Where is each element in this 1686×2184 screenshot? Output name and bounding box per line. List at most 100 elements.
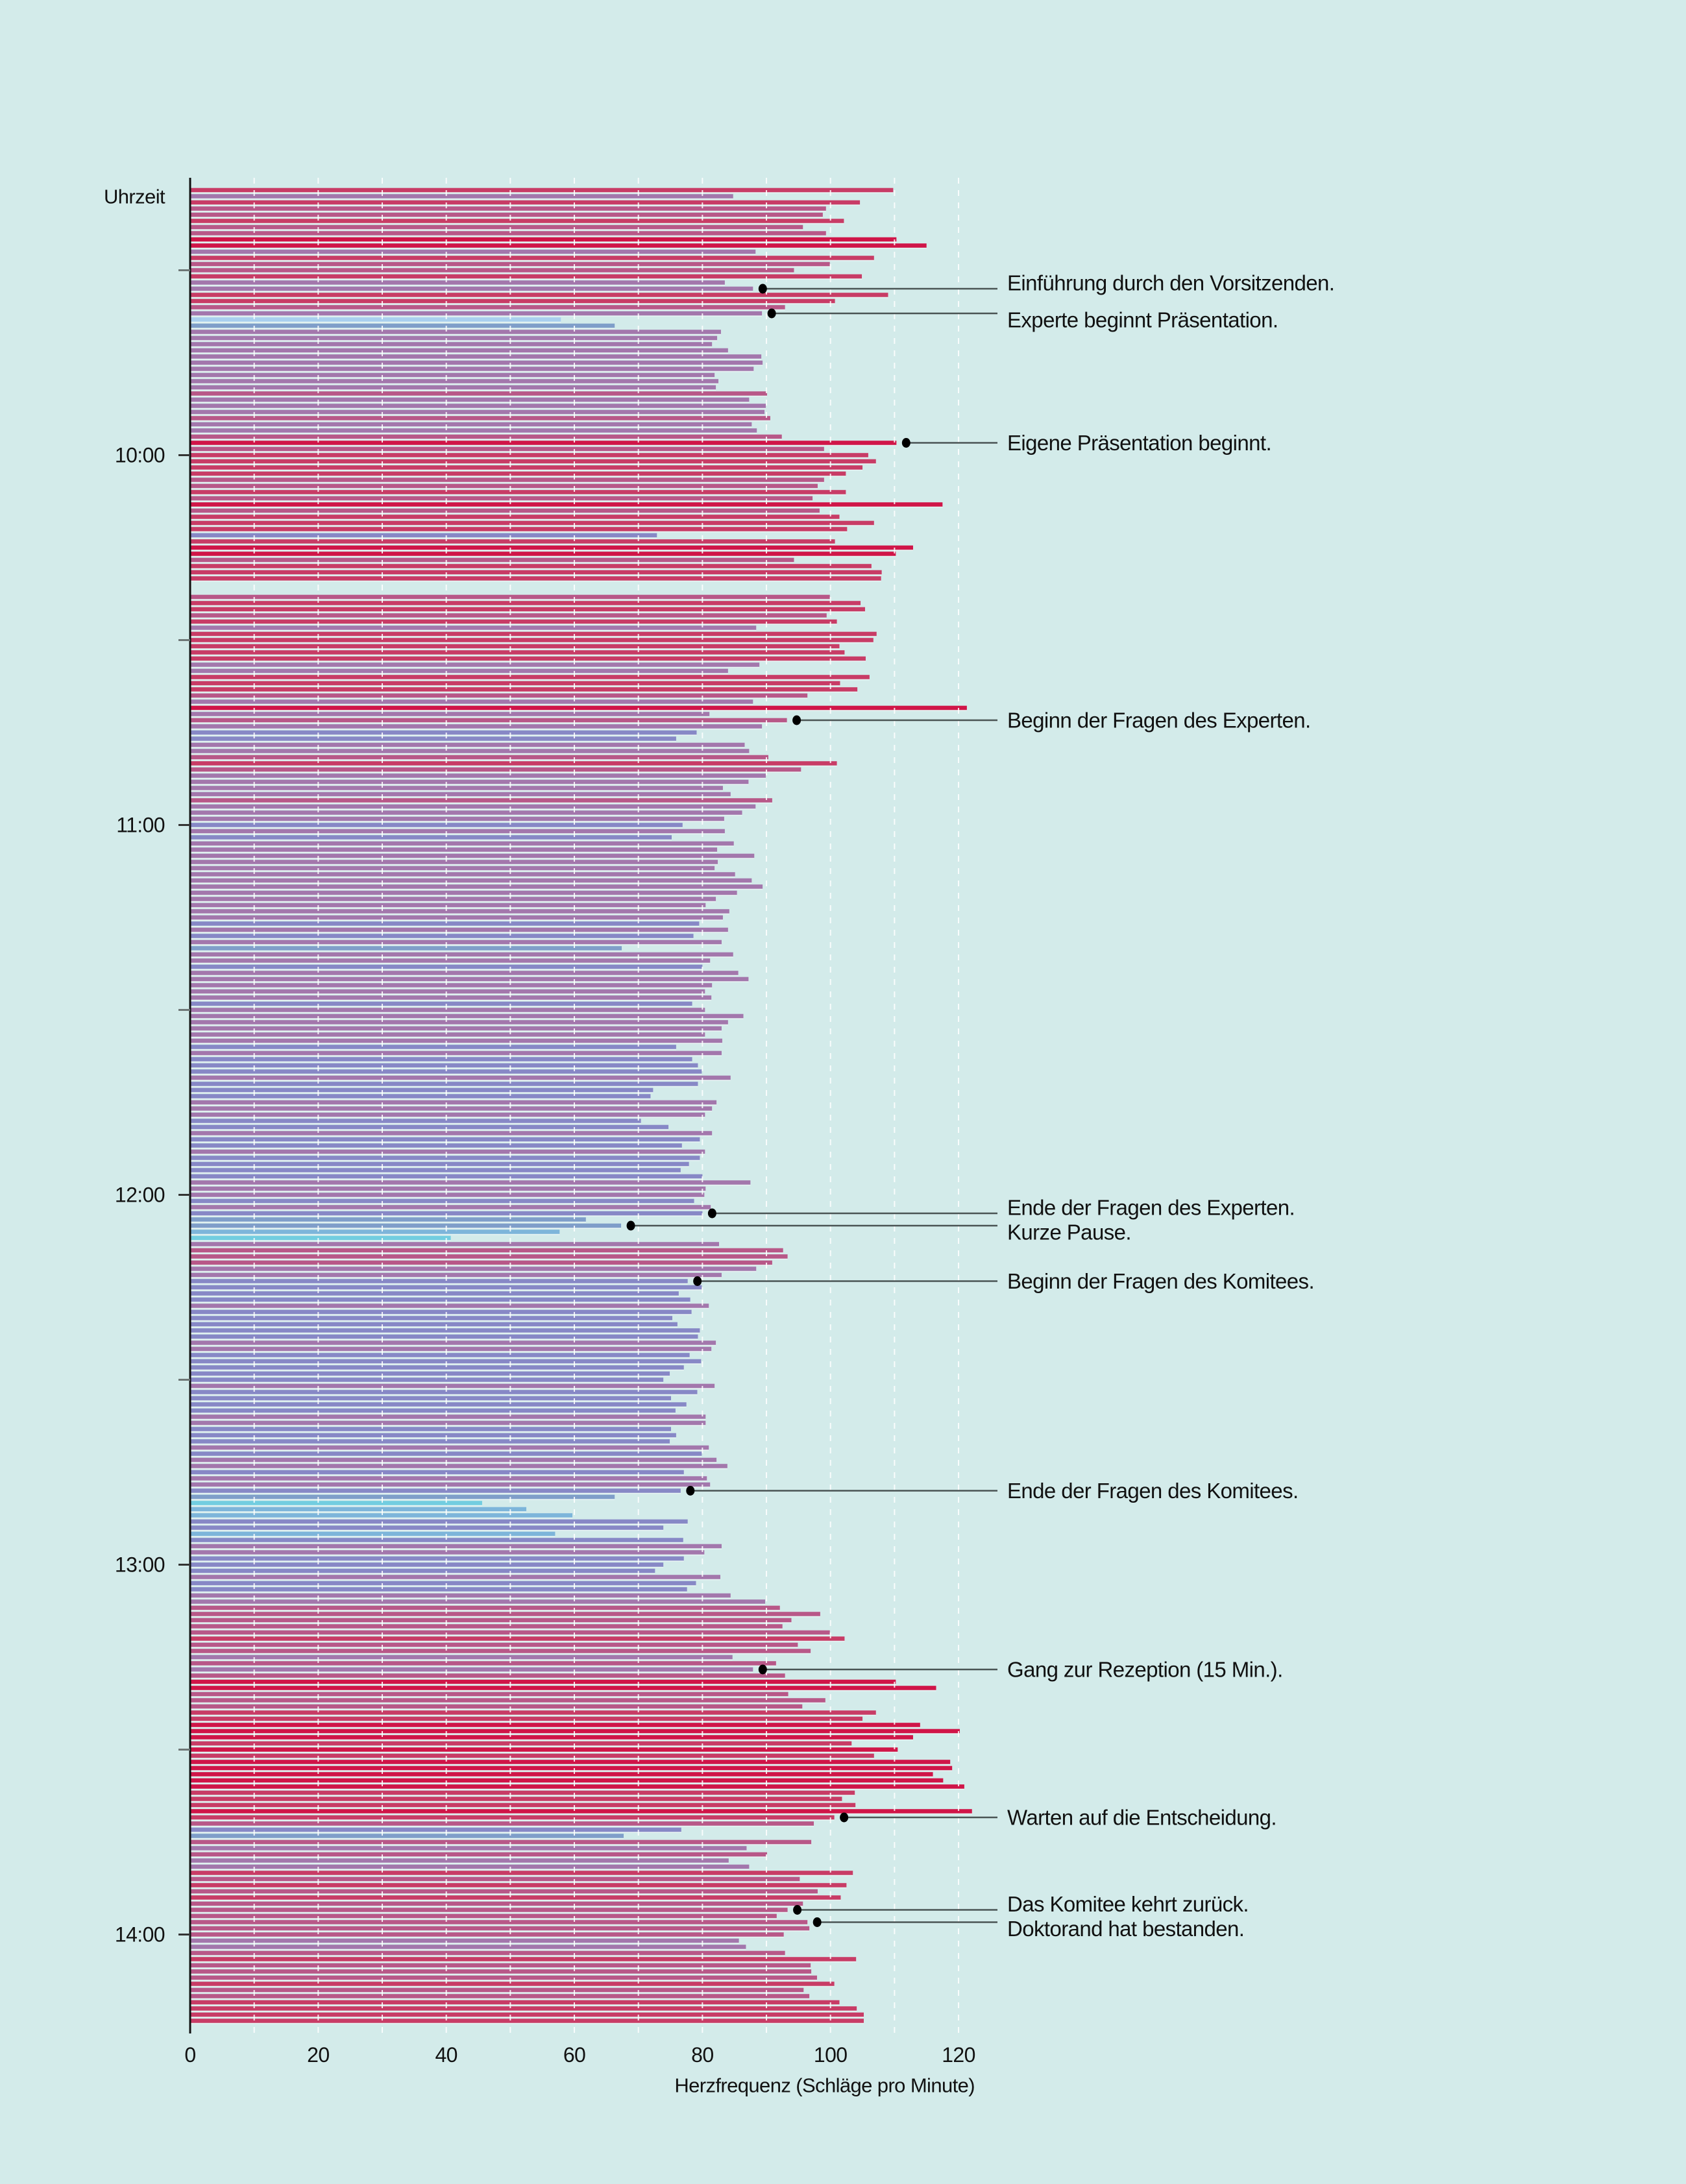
bar-highlight bbox=[190, 383, 719, 385]
bar-highlight bbox=[190, 802, 772, 804]
bar-highlight bbox=[190, 1455, 702, 1457]
bar bbox=[190, 1982, 835, 1986]
annotation-dot bbox=[758, 284, 767, 294]
bar-highlight bbox=[190, 1523, 688, 1525]
bar bbox=[190, 1519, 688, 1524]
bar bbox=[190, 1013, 744, 1019]
bar bbox=[190, 903, 706, 908]
bar bbox=[190, 1161, 689, 1167]
annotations-group: Einführung durch den Vorsitzenden. Expert… bbox=[626, 271, 1335, 1941]
bar bbox=[190, 1945, 746, 1949]
bar-highlight bbox=[190, 1154, 705, 1155]
bar-highlight bbox=[190, 728, 763, 730]
annotation-dot bbox=[758, 1664, 767, 1675]
bar bbox=[190, 693, 808, 698]
bar-highlight bbox=[190, 1665, 776, 1667]
bar-highlight bbox=[190, 1203, 694, 1204]
bar bbox=[190, 1913, 777, 1919]
bar bbox=[190, 348, 728, 353]
bar-highlight bbox=[190, 1807, 856, 1808]
bar bbox=[190, 1710, 876, 1715]
bar bbox=[190, 1834, 624, 1838]
bar bbox=[190, 1008, 705, 1012]
bar bbox=[190, 1445, 709, 1450]
bar-highlight bbox=[190, 1819, 835, 1821]
bar-highlight bbox=[190, 1856, 768, 1858]
bar bbox=[190, 286, 753, 291]
bar bbox=[190, 533, 657, 538]
bar-highlight bbox=[190, 1486, 711, 1488]
bar-highlight bbox=[190, 550, 913, 551]
annotation-label: Eigene Präsentation beginnt. bbox=[1007, 431, 1271, 455]
bar-highlight bbox=[190, 358, 762, 360]
bar bbox=[190, 1439, 670, 1444]
bar-highlight bbox=[190, 574, 882, 576]
bar-highlight bbox=[190, 1727, 920, 1729]
bar bbox=[190, 1094, 651, 1098]
x-tick-label: 60 bbox=[563, 2043, 585, 2067]
bar-highlight bbox=[190, 1597, 731, 1599]
bar bbox=[190, 1753, 874, 1758]
x-tick-label: 120 bbox=[942, 2043, 975, 2067]
bar bbox=[190, 1402, 687, 1407]
bar-highlight bbox=[190, 1265, 772, 1266]
bar-highlight bbox=[190, 753, 750, 755]
bar-highlight bbox=[190, 1973, 812, 1975]
bar bbox=[190, 404, 766, 408]
bar bbox=[190, 884, 763, 889]
bar bbox=[190, 1168, 681, 1172]
bar bbox=[190, 1692, 788, 1697]
bar-highlight bbox=[190, 217, 823, 218]
bar-highlight bbox=[190, 1024, 728, 1026]
annotation: Beginn der Fragen des Experten. bbox=[792, 709, 1311, 733]
bar bbox=[190, 391, 768, 396]
bar-highlight bbox=[190, 1776, 933, 1778]
bar-highlight bbox=[190, 1911, 788, 1913]
bar bbox=[190, 188, 894, 193]
bar bbox=[190, 545, 913, 550]
annotation: Warten auf die Entscheidung. bbox=[840, 1806, 1277, 1830]
bar bbox=[190, 508, 820, 513]
bar-highlight bbox=[190, 1832, 681, 1833]
bar bbox=[190, 977, 749, 982]
bar-highlight bbox=[190, 1159, 700, 1161]
bar-highlight bbox=[190, 537, 657, 539]
bar-highlight bbox=[190, 777, 766, 779]
bar-highlight bbox=[190, 1295, 679, 1297]
bar bbox=[190, 1507, 527, 1512]
bar bbox=[190, 1544, 722, 1549]
bar-highlight bbox=[190, 1332, 700, 1334]
bar-highlight bbox=[190, 1184, 751, 1186]
bar-highlight bbox=[190, 1357, 690, 1359]
bar-highlight bbox=[190, 223, 844, 224]
bar bbox=[190, 1198, 694, 1204]
bar-highlight bbox=[190, 1511, 527, 1512]
bar bbox=[190, 847, 718, 852]
bar bbox=[190, 1217, 586, 1222]
bar bbox=[190, 1254, 788, 1259]
bar-highlight bbox=[190, 1147, 682, 1149]
bar bbox=[190, 1895, 841, 1900]
bar bbox=[190, 601, 861, 605]
bar bbox=[190, 416, 770, 420]
y-tick-label: 10:00 bbox=[115, 444, 165, 467]
bar bbox=[190, 1575, 720, 1579]
bar-highlight bbox=[190, 346, 713, 348]
bar bbox=[190, 1408, 676, 1413]
bar bbox=[190, 650, 845, 655]
bar-highlight bbox=[190, 734, 697, 736]
bar-highlight bbox=[190, 291, 753, 292]
bar bbox=[190, 823, 683, 827]
annotation: Doktorand hat bestanden. bbox=[812, 1917, 1245, 1941]
bar bbox=[190, 952, 733, 957]
bar bbox=[190, 625, 757, 630]
bar bbox=[190, 1365, 684, 1370]
annotation: Ende der Fragen des Komitees. bbox=[686, 1479, 1299, 1503]
bar-highlight bbox=[190, 1252, 783, 1254]
bar-highlight bbox=[190, 1702, 825, 1704]
bar bbox=[190, 1494, 615, 1499]
bar-highlight bbox=[190, 407, 766, 409]
bar-highlight bbox=[190, 1443, 670, 1445]
bar bbox=[190, 1883, 847, 1887]
y-tick-label: 12:00 bbox=[115, 1183, 165, 1207]
